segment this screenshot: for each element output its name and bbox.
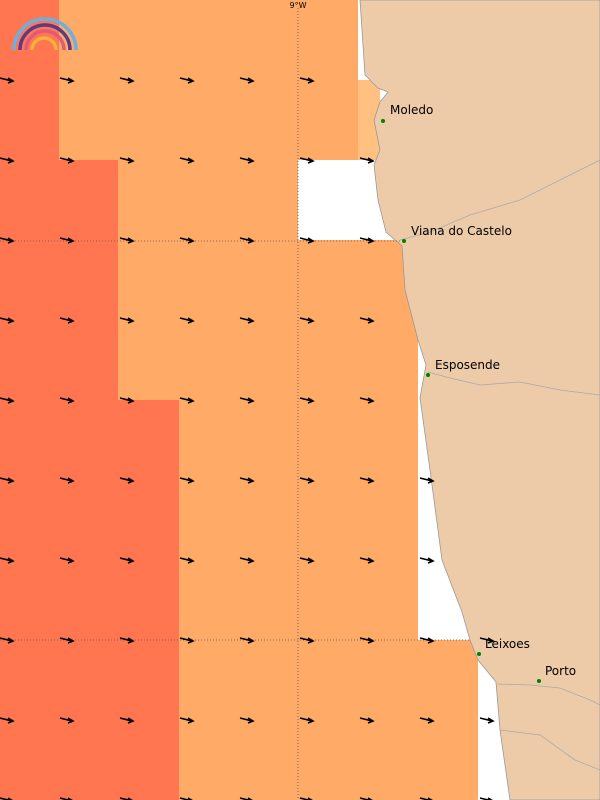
wave-arrow <box>119 637 135 644</box>
wave-arrow <box>59 717 75 724</box>
wave-arrow <box>299 397 315 404</box>
wave-arrow <box>179 237 195 244</box>
wave-arrow <box>179 637 195 644</box>
wave-arrow <box>119 317 135 324</box>
wave-arrow <box>359 317 375 324</box>
wave-arrow <box>0 157 15 164</box>
wave-arrow <box>239 477 255 484</box>
wave-arrow <box>179 157 195 164</box>
wave-arrow <box>239 397 255 404</box>
wave-arrow <box>119 477 135 484</box>
place-marker <box>426 373 430 377</box>
place-label: Leixoes <box>485 637 530 651</box>
wave-arrow <box>0 237 15 244</box>
wave-arrow <box>479 717 495 724</box>
wave-arrow <box>59 557 75 564</box>
wave-arrow <box>119 77 135 84</box>
wave-arrow <box>299 317 315 324</box>
wave-arrow <box>59 157 75 164</box>
wave-arrow <box>0 637 15 644</box>
wave-arrow <box>59 317 75 324</box>
place-label: Esposende <box>435 358 500 372</box>
wave-arrow <box>299 237 315 244</box>
wave-arrow <box>419 717 435 724</box>
wave-arrow <box>0 397 15 404</box>
meridian-label: 9°W <box>290 1 307 10</box>
wave-arrow <box>179 557 195 564</box>
wave-arrow <box>359 637 375 644</box>
wave-arrow <box>299 77 315 84</box>
wave-arrow <box>179 397 195 404</box>
wave-arrow <box>59 237 75 244</box>
cell <box>0 160 118 400</box>
wave-arrow <box>119 717 135 724</box>
places: Moledo Viana do Castelo Esposende Leixoe… <box>381 103 576 683</box>
wave-arrow <box>119 557 135 564</box>
rivers <box>399 159 600 771</box>
cell <box>0 400 179 800</box>
wave-arrow <box>299 717 315 724</box>
wave-arrow <box>179 717 195 724</box>
wave-arrow <box>359 477 375 484</box>
wave-arrow <box>179 317 195 324</box>
wave-arrow <box>239 717 255 724</box>
wave-arrow <box>59 77 75 84</box>
cell <box>358 80 380 160</box>
land <box>359 0 600 800</box>
wave-arrow <box>359 157 375 164</box>
logo <box>12 17 78 51</box>
place-label: Moledo <box>390 103 433 117</box>
wave-arrow <box>119 237 135 244</box>
place-label: Viana do Castelo <box>411 224 512 238</box>
wave-arrow <box>239 157 255 164</box>
wave-arrow <box>59 637 75 644</box>
cell <box>118 240 418 400</box>
wave-arrow <box>299 157 315 164</box>
cell <box>179 640 478 800</box>
wave-arrow <box>479 637 495 644</box>
wave-arrow <box>299 637 315 644</box>
wave-arrow <box>239 317 255 324</box>
wave-arrow <box>119 157 135 164</box>
wave-arrow <box>359 397 375 404</box>
wave-arrow <box>419 557 435 564</box>
place-marker <box>537 679 541 683</box>
wave-arrow <box>359 717 375 724</box>
cell <box>118 160 298 240</box>
wave-arrow <box>419 637 435 644</box>
wave-arrow <box>239 557 255 564</box>
place-marker <box>381 119 385 123</box>
wave-arrow <box>59 477 75 484</box>
wave-arrow <box>179 77 195 84</box>
place-marker <box>477 652 481 656</box>
wave-arrow <box>419 477 435 484</box>
cell <box>179 400 418 640</box>
wave-arrow <box>359 557 375 564</box>
wave-arrow <box>119 397 135 404</box>
wave-arrow <box>179 477 195 484</box>
wave-arrow <box>0 557 15 564</box>
place-marker <box>402 239 406 243</box>
place-label: Porto <box>545 664 576 678</box>
wave-arrow <box>239 237 255 244</box>
wave-arrow <box>299 477 315 484</box>
wave-arrow <box>239 637 255 644</box>
wave-arrow <box>359 237 375 244</box>
cell <box>59 0 358 160</box>
wave-arrow <box>0 317 15 324</box>
wave-arrow <box>299 557 315 564</box>
wave-arrow <box>0 717 15 724</box>
wave-arrow <box>0 77 15 84</box>
wave-arrow <box>0 477 15 484</box>
wave-arrow <box>239 77 255 84</box>
wave-arrow <box>59 397 75 404</box>
